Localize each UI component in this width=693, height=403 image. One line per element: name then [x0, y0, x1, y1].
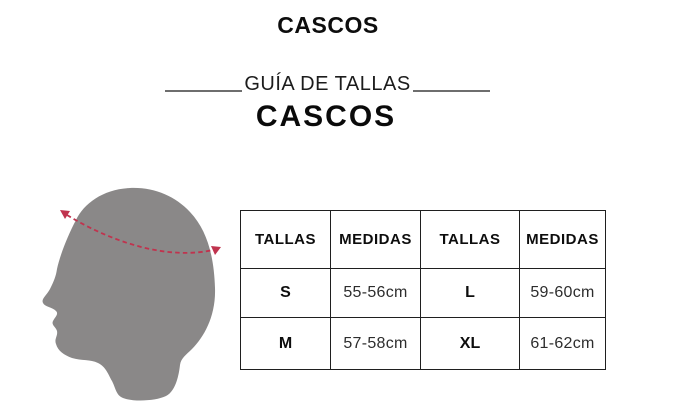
measure-cell-xl: 61-62cm: [519, 317, 606, 370]
left-divider-line: [165, 90, 243, 92]
size-guide-heading: GUÍA DE TALLAS: [244, 73, 411, 95]
measurement-arrow-left-icon: [60, 210, 70, 219]
header-cell-tallas-2: TALLAS: [420, 210, 520, 269]
page-title: CASCOS: [277, 12, 379, 38]
header-cell-tallas-1: TALLAS: [240, 210, 331, 269]
right-divider-line: [412, 90, 490, 92]
size-cell-m: M: [240, 317, 331, 370]
head-silhouette-icon: [42, 187, 216, 401]
size-cell-l: L: [420, 268, 520, 318]
measurement-arrow-right-icon: [211, 246, 221, 255]
measurement-line: [66, 214, 214, 254]
header-cell-medidas-1: MEDIDAS: [330, 210, 421, 269]
size-table-header-row: TALLAS MEDIDAS TALLAS MEDIDAS: [240, 210, 606, 269]
head-silhouette-figure: [42, 187, 221, 401]
size-table: TALLAS MEDIDAS TALLAS MEDIDAS S 55-56cm …: [240, 210, 606, 370]
measure-cell-m: 57-58cm: [330, 317, 421, 370]
header-cell-medidas-2: MEDIDAS: [519, 210, 606, 269]
size-table-row: S 55-56cm L 59-60cm: [240, 268, 606, 318]
size-guide-product-title: CASCOS: [255, 100, 397, 133]
size-guide-header: GUÍA DE TALLAS: [0, 72, 655, 96]
measure-cell-l: 59-60cm: [519, 268, 606, 318]
size-cell-xl: XL: [420, 317, 520, 370]
size-cell-s: S: [240, 268, 331, 318]
size-table-row: M 57-58cm XL 61-62cm: [240, 317, 606, 370]
measure-cell-s: 55-56cm: [330, 268, 421, 318]
